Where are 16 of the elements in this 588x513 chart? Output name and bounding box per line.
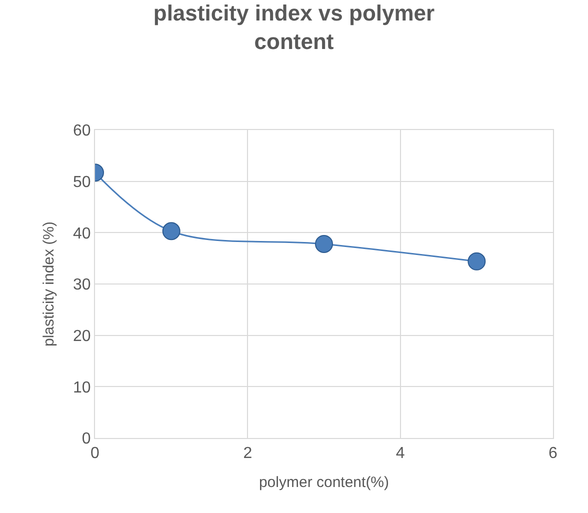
y-tick-label: 30 bbox=[73, 276, 91, 294]
chart-title: plasticity index vs polymer content bbox=[153, 0, 436, 54]
y-tick-label: 60 bbox=[73, 122, 91, 140]
y-tick-label: 0 bbox=[82, 430, 91, 448]
y-tick-label: 10 bbox=[73, 379, 91, 396]
x-tick-label: 4 bbox=[396, 445, 405, 462]
y-axis-title: plasticity index (%) bbox=[40, 221, 58, 347]
point bbox=[315, 234, 333, 253]
point bbox=[468, 252, 486, 270]
y-tick-label: 50 bbox=[73, 174, 91, 191]
y-tick-label: 20 bbox=[73, 328, 91, 345]
point bbox=[162, 222, 180, 240]
x-tick-label: 2 bbox=[243, 445, 252, 462]
x-axis-title: polymer content(%) bbox=[258, 474, 390, 492]
x-tick-label: 6 bbox=[548, 445, 558, 462]
y-tick-label: 40 bbox=[73, 225, 91, 242]
